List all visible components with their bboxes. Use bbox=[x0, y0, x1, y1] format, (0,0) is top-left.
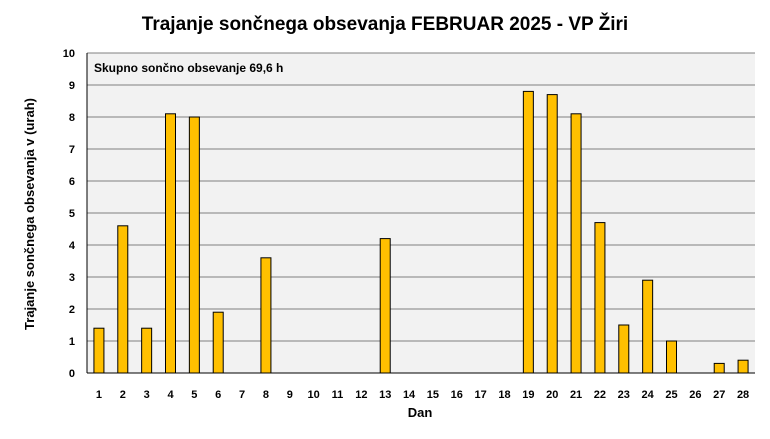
bar-day-3 bbox=[141, 327, 153, 374]
y-tick-label: 6 bbox=[69, 176, 75, 188]
bar-day-2 bbox=[117, 225, 129, 374]
x-tick-label: 12 bbox=[355, 389, 367, 401]
y-tick-label: 5 bbox=[69, 208, 75, 220]
y-axis-label: Trajanje sončnega obsevanja v (urah) bbox=[22, 98, 37, 330]
y-tick-label: 9 bbox=[69, 80, 75, 92]
x-tick-label: 2 bbox=[120, 389, 126, 401]
x-axis-label: Dan bbox=[408, 405, 433, 420]
x-tick-label: 13 bbox=[379, 389, 391, 401]
bar-day-13 bbox=[379, 238, 391, 374]
y-tick-label: 1 bbox=[69, 336, 75, 348]
bar-day-22 bbox=[594, 222, 606, 374]
bar-day-19 bbox=[522, 90, 534, 374]
bar-day-28 bbox=[737, 359, 749, 374]
x-tick-label: 1 bbox=[96, 389, 102, 401]
y-tick-label: 2 bbox=[69, 304, 75, 316]
x-tick-label: 6 bbox=[215, 389, 221, 401]
x-tick-label: 8 bbox=[263, 389, 269, 401]
bar-day-8 bbox=[260, 257, 272, 374]
x-tick-label: 28 bbox=[737, 389, 749, 401]
bar-day-20 bbox=[546, 94, 558, 374]
x-tick-label: 16 bbox=[451, 389, 463, 401]
x-tick-label: 24 bbox=[642, 389, 655, 401]
x-tick-label: 25 bbox=[665, 389, 677, 401]
x-tick-label: 17 bbox=[475, 389, 487, 401]
x-tick-label: 11 bbox=[332, 389, 344, 401]
x-tick-label: 27 bbox=[713, 389, 725, 401]
x-tick-label: 5 bbox=[191, 389, 197, 401]
y-tick-label: 4 bbox=[69, 240, 76, 252]
x-tick-label: 7 bbox=[239, 389, 245, 401]
bar-day-23 bbox=[618, 324, 630, 374]
x-tick-label: 20 bbox=[546, 389, 558, 401]
x-tick-label: 23 bbox=[618, 389, 630, 401]
x-tick-label: 14 bbox=[403, 389, 416, 401]
bar-day-25 bbox=[666, 340, 677, 374]
x-tick-label: 18 bbox=[498, 389, 510, 401]
x-tick-label: 9 bbox=[287, 389, 293, 401]
x-tick-label: 21 bbox=[570, 389, 582, 401]
bar-day-27 bbox=[713, 362, 725, 374]
y-tick-label: 8 bbox=[69, 112, 75, 124]
y-tick-label: 0 bbox=[69, 368, 75, 380]
bar-day-24 bbox=[642, 279, 654, 374]
bar-day-4 bbox=[165, 113, 176, 374]
chart-title: Trajanje sončnega obsevanja FEBRUAR 2025… bbox=[142, 13, 628, 35]
bar-day-21 bbox=[570, 113, 582, 374]
x-tick-label: 3 bbox=[144, 389, 150, 401]
bar-day-1 bbox=[93, 327, 105, 374]
x-tick-label: 4 bbox=[167, 389, 174, 401]
y-tick-label: 3 bbox=[69, 272, 75, 284]
y-tick-label: 10 bbox=[63, 48, 75, 60]
x-tick-label: 10 bbox=[308, 389, 320, 401]
x-tick-label: 19 bbox=[522, 389, 534, 401]
bar-day-5 bbox=[188, 116, 200, 374]
x-tick-label: 22 bbox=[594, 389, 606, 401]
bar-day-6 bbox=[212, 311, 224, 374]
x-tick-label: 26 bbox=[689, 389, 701, 401]
chart-annotation: Skupno sončno obsevanje 69,6 h bbox=[94, 61, 283, 75]
y-tick-label: 7 bbox=[69, 144, 75, 156]
x-tick-label: 15 bbox=[427, 389, 439, 401]
